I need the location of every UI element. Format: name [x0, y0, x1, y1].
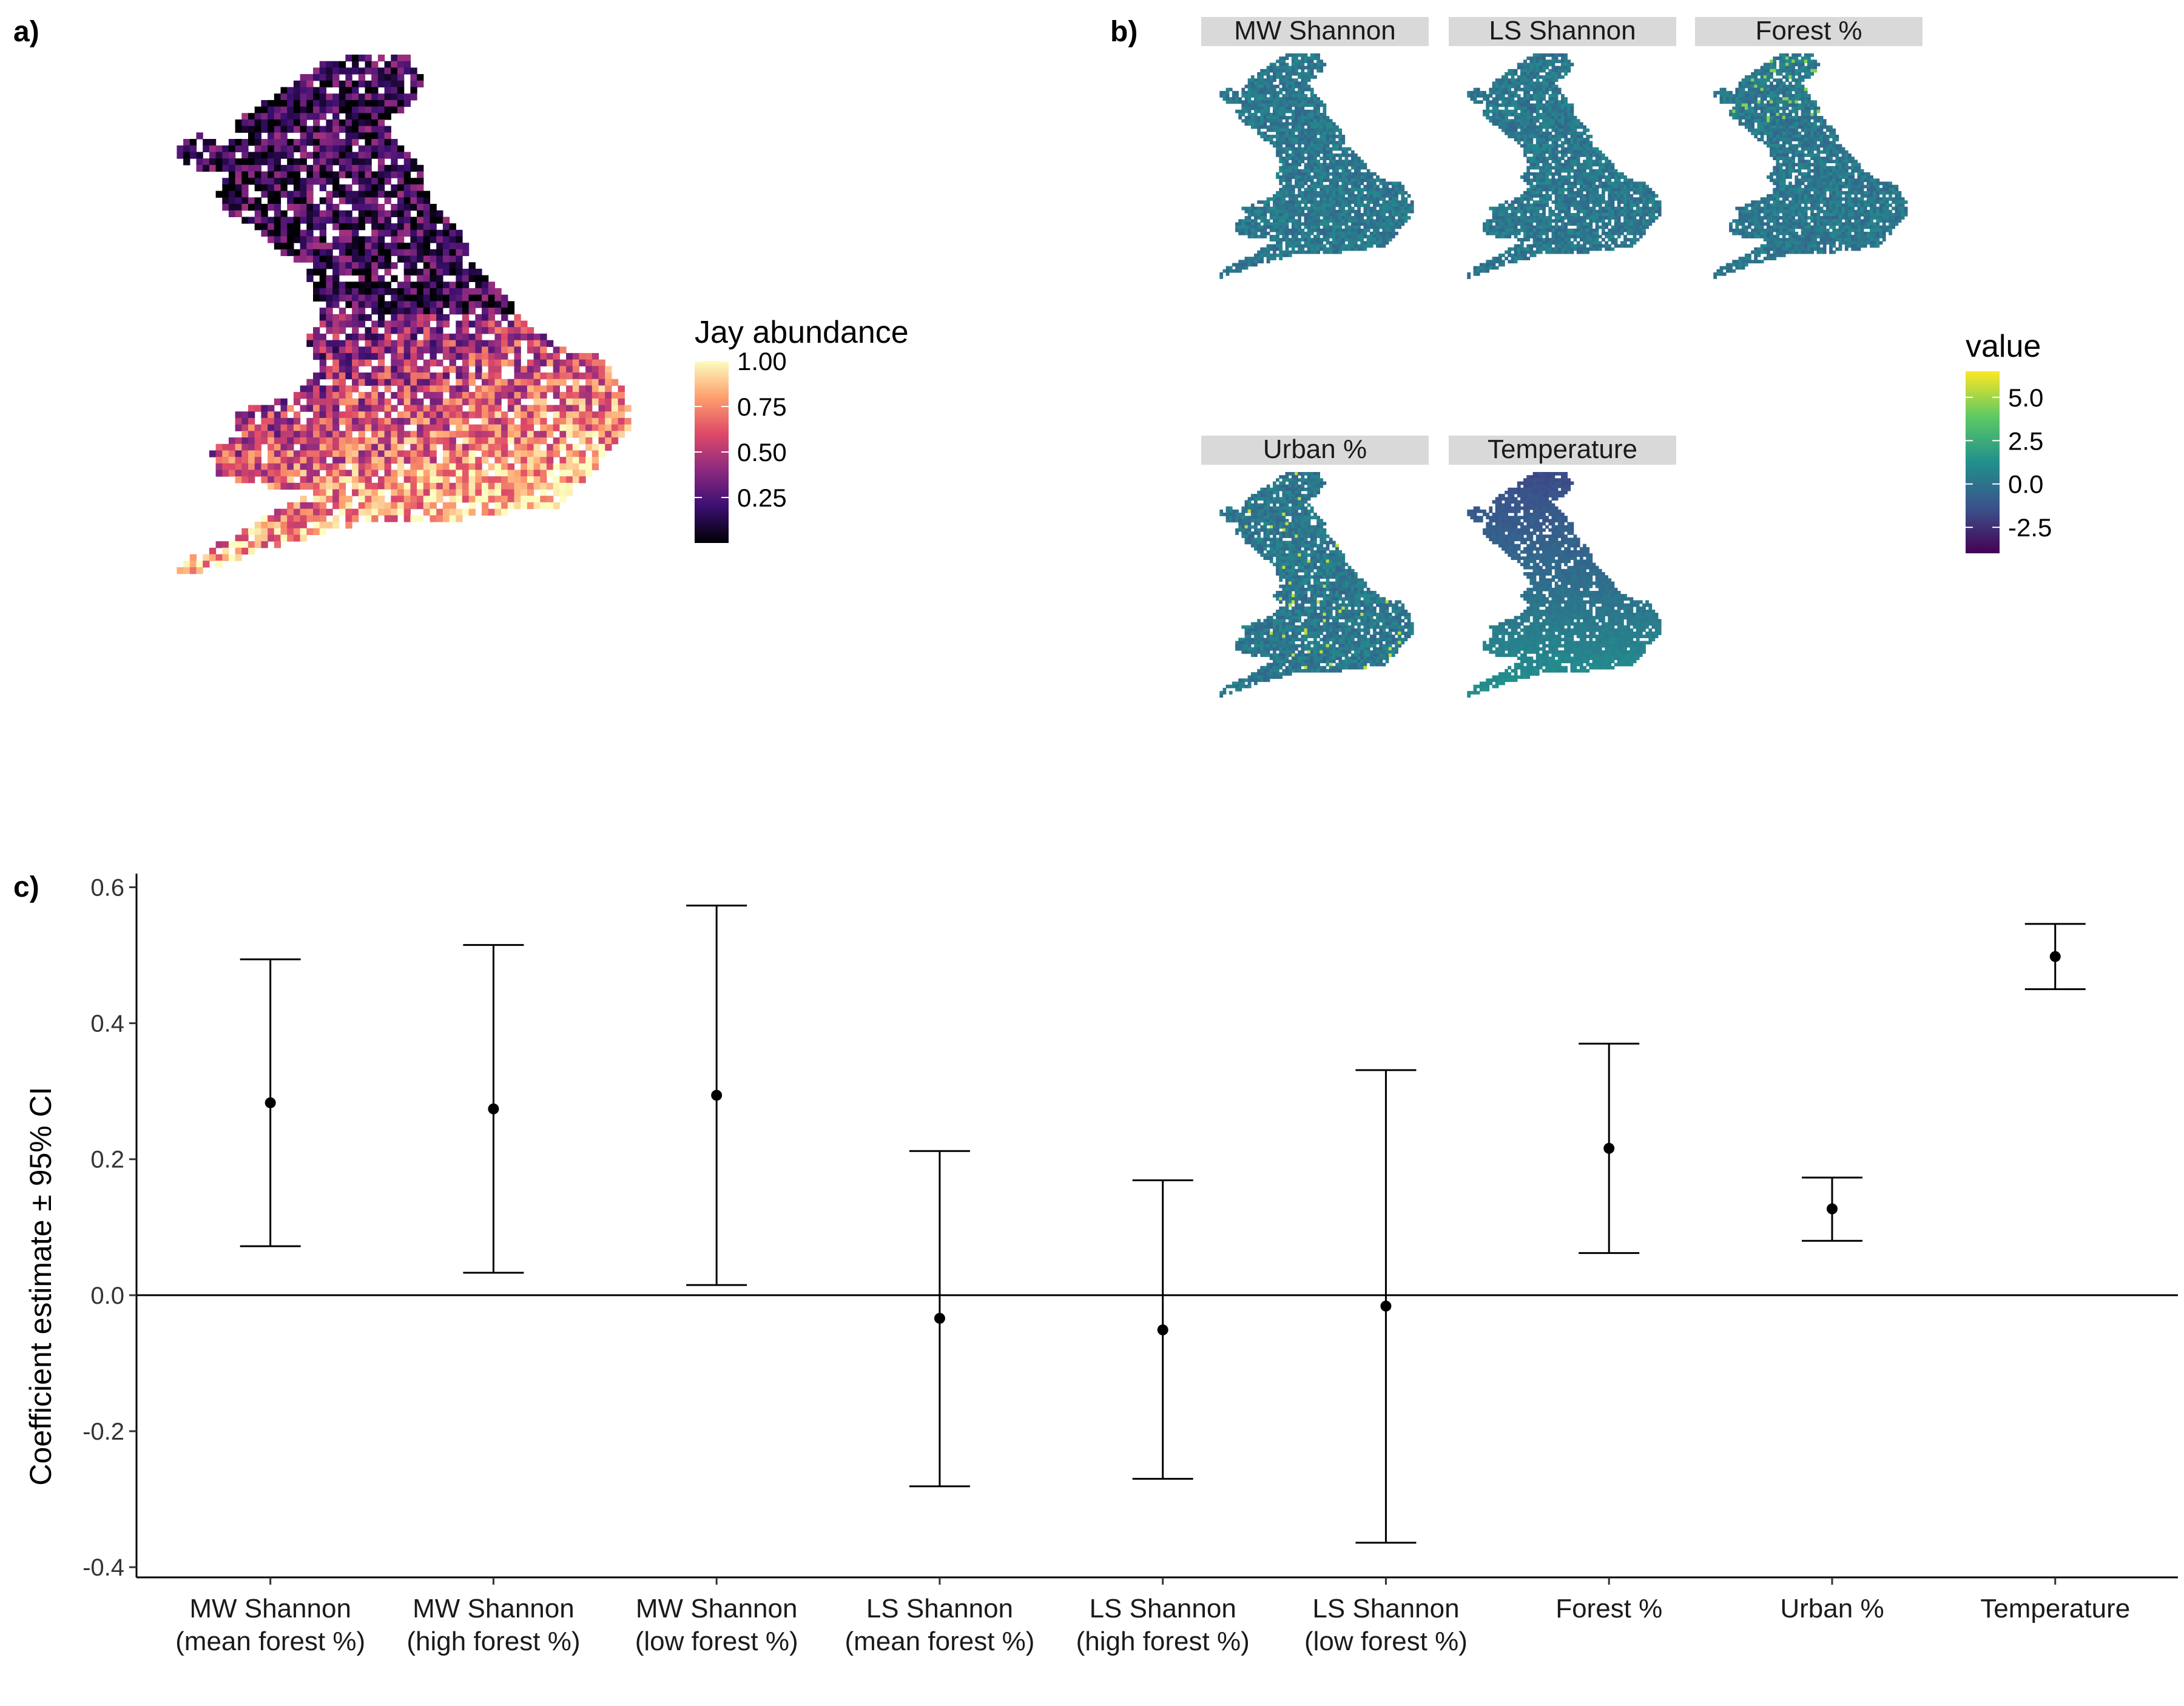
facet-strip-label: Temperature: [1488, 434, 1637, 464]
facet-map: [1467, 472, 1662, 698]
errorbar-7: [1801, 1176, 1862, 1242]
facet-strip-label: LS Shannon: [1489, 16, 1636, 46]
value-legend: value 5.0 2.5 0.0 -2.5: [1966, 329, 2052, 553]
x-category-label: LS Shannon: [1090, 1594, 1236, 1623]
estimate-point: [1380, 1300, 1392, 1312]
estimate-point: [1157, 1324, 1168, 1336]
panel-label-c: c): [13, 871, 39, 903]
errorbar-4: [1132, 1179, 1193, 1480]
value-legend-tick-label: 0.0: [2008, 470, 2043, 499]
facet-3: Urban %: [1201, 434, 1429, 698]
x-category-label: LS Shannon: [866, 1594, 1013, 1623]
facet-strip-label: Urban %: [1263, 434, 1367, 464]
x-category-label: LS Shannon: [1312, 1594, 1459, 1623]
panel-label-a: a): [13, 16, 39, 48]
y-tick-label: 0.4: [90, 1011, 124, 1037]
jay-legend-tick-label: 0.25: [737, 484, 787, 512]
estimate-point: [265, 1097, 276, 1108]
jay-legend-tick-label: 1.00: [737, 347, 787, 376]
estimate-point: [488, 1103, 499, 1114]
jay-abundance-legend: Jay abundance 1.00 0.75 0.50 0.25: [695, 315, 909, 543]
facet-map: [1219, 53, 1414, 279]
value-legend-tick-label: 2.5: [2008, 426, 2043, 455]
x-category-label: (mean forest %): [175, 1627, 365, 1656]
jay-legend-tick-label: 0.75: [737, 393, 787, 421]
x-category-label: (low forest %): [635, 1627, 798, 1656]
x-category-label: (low forest %): [1304, 1627, 1468, 1656]
facet-1: LS Shannon: [1449, 16, 1676, 279]
facet-2: Forest %: [1695, 16, 1923, 279]
x-category-label: MW Shannon: [189, 1594, 351, 1623]
value-legend-title: value: [1966, 329, 2041, 364]
value-legend-tick-label: 5.0: [2008, 383, 2043, 412]
value-colorbar: [1966, 371, 2000, 553]
estimate-point: [1826, 1203, 1838, 1215]
facet-4: Temperature: [1449, 434, 1676, 698]
jay-legend-tick-label: 0.50: [737, 438, 787, 467]
facet-strip-label: MW Shannon: [1234, 16, 1396, 46]
errorbar-5: [1355, 1069, 1417, 1544]
coefficient-chart: Coefficient estimate ± 95% CI -0.4 -0.2 0.…: [24, 874, 2178, 1656]
errorbar-2: [686, 905, 747, 1286]
estimate-point: [1603, 1142, 1615, 1154]
facet-map: [1219, 472, 1414, 698]
x-category-label: Urban %: [1780, 1594, 1884, 1623]
errorbar-1: [463, 944, 524, 1274]
facet-strip-label: Forest %: [1755, 16, 1862, 46]
errorbar-8: [2024, 923, 2086, 991]
jay-legend-title: Jay abundance: [695, 315, 909, 350]
y-tick-label: 0.6: [90, 874, 124, 901]
facet-map: [1467, 53, 1662, 279]
y-tick-label: -0.4: [83, 1554, 124, 1581]
y-tick-label: 0.0: [90, 1283, 124, 1309]
value-legend-tick-label: -2.5: [2008, 513, 2052, 542]
jay-abundance-map: [177, 55, 632, 575]
covariate-map-facets: MW Shannon LS Shannon Forest % Urban % Tempe…: [1201, 16, 1923, 698]
estimate-point: [2049, 951, 2061, 962]
panel-label-b: b): [1110, 16, 1138, 48]
x-category-label: (high forest %): [406, 1627, 580, 1656]
estimate-point: [934, 1312, 945, 1324]
facet-0: MW Shannon: [1201, 16, 1429, 279]
errorbar-6: [1579, 1042, 1640, 1254]
x-category-label: MW Shannon: [636, 1594, 798, 1623]
y-axis-title: Coefficient estimate ± 95% CI: [24, 1087, 58, 1485]
x-category-label: (mean forest %): [844, 1627, 1034, 1656]
errorbar-0: [240, 958, 301, 1247]
y-tick-label: 0.2: [90, 1147, 124, 1173]
x-category-label: Forest %: [1555, 1594, 1662, 1623]
x-category-label: MW Shannon: [413, 1594, 575, 1623]
errorbar-3: [909, 1150, 970, 1488]
estimate-point: [711, 1090, 723, 1101]
facet-map: [1713, 53, 1908, 279]
y-tick-label: -0.2: [83, 1418, 124, 1445]
x-category-label: Temperature: [1980, 1594, 2130, 1623]
x-category-label: (high forest %): [1076, 1627, 1250, 1656]
